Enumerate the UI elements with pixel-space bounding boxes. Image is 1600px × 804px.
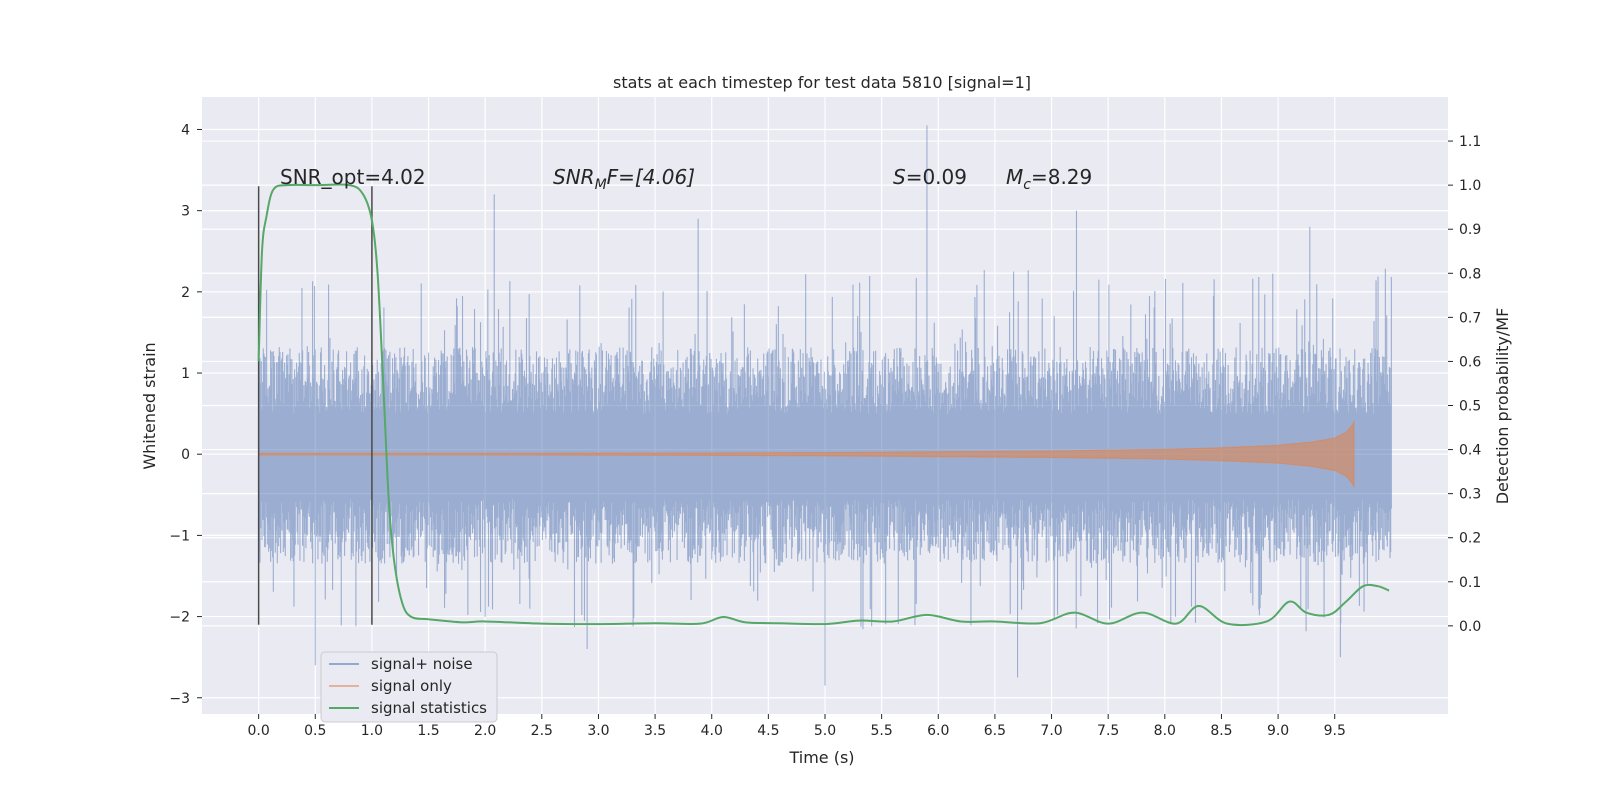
x-tick-label: 5.5 <box>871 723 893 739</box>
series-signal-only <box>258 419 1355 489</box>
y-axis-label: Whitened strain <box>140 342 159 469</box>
annotation-s-main: S <box>893 165 906 189</box>
signal-envelope <box>258 419 1355 489</box>
y2-tick-label: 0.4 <box>1459 443 1481 459</box>
annotation-snr-mf: SNRMF=[4.06] <box>553 165 695 193</box>
y2-tick-label: 0.5 <box>1459 399 1481 415</box>
annotation-mc-value: =8.29 <box>1031 165 1092 189</box>
annotation-mc-main: M <box>1006 165 1023 189</box>
y2-axis-ticks: 1.1 1.0 0.9 0.8 0.7 0.6 0.5 0.4 0.3 0.2 0.1 0.0 <box>1448 134 1481 635</box>
y-tick-label: 2 <box>181 285 190 301</box>
vertical-markers <box>257 186 373 625</box>
statistics-line <box>257 183 1390 627</box>
x-tick-label: 8.5 <box>1210 723 1232 739</box>
y2-tick-label: 0.7 <box>1459 310 1481 326</box>
y-tick-label: 0 <box>181 447 190 463</box>
x-tick-label: 2.5 <box>531 723 553 739</box>
y-axis-ticks: 4 3 2 1 0 −1 −2 −3 <box>169 122 202 707</box>
x-tick-label: 1.5 <box>417 723 439 739</box>
y2-tick-label: 0.2 <box>1459 531 1481 547</box>
x-tick-label: 6.0 <box>927 723 949 739</box>
x-tick-label: 7.5 <box>1097 723 1119 739</box>
x-tick-label: 4.5 <box>757 723 779 739</box>
y-tick-label: −1 <box>169 528 190 544</box>
x-tick-label: 1.0 <box>361 723 383 739</box>
x-axis-label: Time (s) <box>788 748 854 767</box>
legend-box <box>320 651 498 723</box>
chart-title: stats at each timestep for test data 581… <box>613 73 1031 92</box>
annotation-snr-mf-sub: M <box>595 177 607 193</box>
annotation-snr-opt: SNR_opt=4.02 <box>280 165 426 189</box>
x-tick-label: 2.0 <box>474 723 496 739</box>
x-tick-label: 5.0 <box>814 723 836 739</box>
x-tick-label: 0.5 <box>304 723 326 739</box>
x-tick-label: 0.0 <box>248 723 270 739</box>
x-tick-label: 8.0 <box>1154 723 1176 739</box>
y2-tick-label: 0.8 <box>1459 266 1481 282</box>
series-signal-statistics <box>257 183 1390 627</box>
y-tick-label: 4 <box>181 122 190 138</box>
annotation-snr-mf-main: SNR <box>553 165 595 189</box>
x-tick-label: 3.5 <box>644 723 666 739</box>
y-tick-label: −3 <box>169 691 190 707</box>
x-tick-label: 9.5 <box>1324 723 1346 739</box>
y2-tick-label: 0.9 <box>1459 222 1481 238</box>
y2-tick-label: 0.6 <box>1459 354 1481 370</box>
legend: signal+ noise signal only signal statist… <box>320 651 498 723</box>
x-tick-label: 9.0 <box>1267 723 1289 739</box>
x-tick-label: 4.0 <box>701 723 723 739</box>
legend-label-signal-statistics: signal statistics <box>371 699 487 717</box>
annotation-s: S=0.09 <box>893 165 967 189</box>
x-tick-label: 6.5 <box>984 723 1006 739</box>
y-tick-label: 1 <box>181 366 190 382</box>
legend-label-signal-noise: signal+ noise <box>371 655 473 673</box>
annotation-snr-mf-rest: F=[4.06] <box>607 165 695 189</box>
annotation-mc: Mc=8.29 <box>1006 165 1092 193</box>
y2-tick-label: 1.1 <box>1459 134 1481 150</box>
y2-tick-label: 0.3 <box>1459 487 1481 503</box>
y-tick-label: −2 <box>169 610 190 626</box>
annotation-s-value: =0.09 <box>906 165 967 189</box>
legend-label-signal-only: signal only <box>371 677 452 695</box>
x-axis-ticks: 0.0 0.5 1.0 1.5 2.0 2.5 3.0 3.5 4.0 4.5 5.0 5.5 6.0 6… <box>248 714 1346 739</box>
y-tick-label: 3 <box>181 204 190 220</box>
y2-tick-label: 0.1 <box>1459 575 1481 591</box>
x-tick-label: 3.0 <box>587 723 609 739</box>
y2-tick-label: 1.0 <box>1459 178 1481 194</box>
y2-tick-label: 0.0 <box>1459 619 1481 635</box>
annotation-mc-sub: c <box>1023 177 1031 193</box>
y2-axis-label: Detection probability/MF <box>1493 308 1512 505</box>
x-tick-label: 7.0 <box>1040 723 1062 739</box>
